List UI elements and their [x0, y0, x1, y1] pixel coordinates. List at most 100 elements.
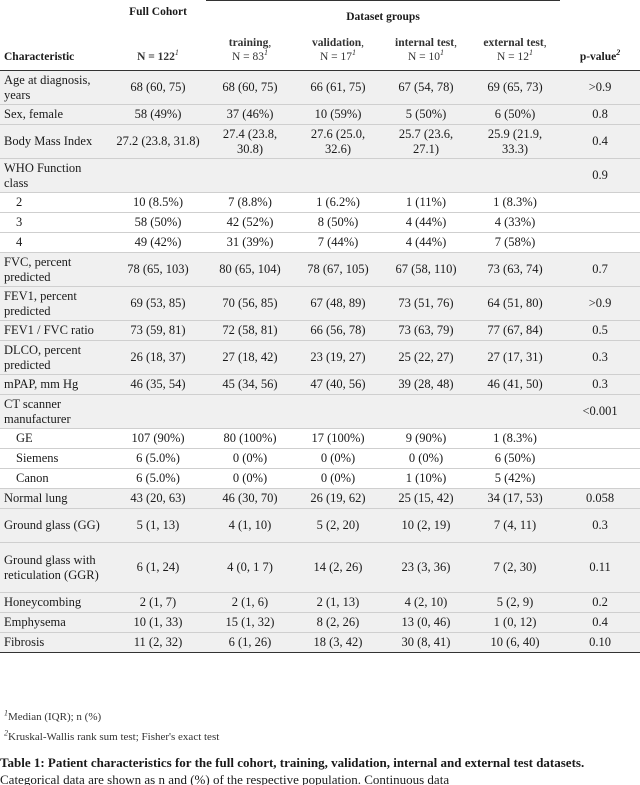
row-value: 23 (3, 36): [401, 560, 451, 575]
row-value: 39 (28, 48): [398, 377, 454, 392]
header-col-validation: validation, N = 171: [294, 30, 382, 71]
row-characteristic: 4: [16, 235, 23, 250]
row-value: 7 (2, 30): [493, 560, 537, 575]
row-pvalue: 0.3: [592, 518, 608, 533]
row-value: 25.7 (23.6, 27.1): [398, 127, 454, 156]
table-row: FEV1, percent predicted 69 (53, 85) 70 (56…: [0, 286, 640, 321]
row-value: 13 (0, 46): [401, 615, 451, 630]
row-value: [294, 395, 382, 429]
row-value: 66 (61, 75): [310, 80, 366, 95]
row-characteristic: Age at diagnosis, years: [4, 73, 91, 102]
row-value: 1 (0, 12): [493, 615, 537, 630]
row-value: [206, 159, 294, 193]
table-row: GE 107 (90%) 80 (100%) 17 (100%) 9 (90%) 1 (8…: [0, 429, 640, 449]
row-characteristic: mPAP, mm Hg: [4, 377, 79, 392]
row-value: 7 (58%): [494, 235, 536, 250]
row-value: 67 (48, 89): [310, 296, 366, 311]
header-empty-p: [560, 1, 640, 31]
row-pvalue: [560, 469, 640, 489]
row-value: 7 (8.8%): [228, 195, 272, 210]
row-value: 46 (35, 54): [130, 377, 186, 392]
table-row: Emphysema 10 (1, 33) 15 (1, 32) 8 (2, 26) 13…: [0, 612, 640, 633]
header-dataset-groups: Dataset groups: [206, 0, 561, 31]
table-row: Body Mass Index 27.2 (23.8, 31.8) 27.4 (23…: [0, 124, 640, 159]
row-value: [110, 395, 206, 429]
table-row: FVC, percent predicted 78 (65, 103) 80 (65…: [0, 252, 640, 287]
row-pvalue: <0.001: [582, 404, 618, 419]
row-value: 2 (1, 6): [231, 595, 269, 610]
row-characteristic: 3: [16, 215, 23, 230]
row-value: 4 (1, 10): [228, 518, 272, 533]
row-characteristic: Normal lung: [4, 491, 68, 506]
row-value: 49 (42%): [134, 235, 182, 250]
row-value: 42 (52%): [226, 215, 274, 230]
row-pvalue: 0.9: [592, 168, 608, 183]
row-value: 7 (4, 11): [493, 518, 537, 533]
row-value: 17 (100%): [311, 431, 365, 446]
row-value: 4 (33%): [494, 215, 536, 230]
table-row: Fibrosis 11 (2, 32) 6 (1, 26) 18 (3, 42) 30 …: [0, 632, 640, 653]
row-value: 37 (46%): [226, 107, 274, 122]
table-row: Normal lung 43 (20, 63) 46 (30, 70) 26 (19,…: [0, 488, 640, 509]
row-value: 0 (0%): [320, 451, 356, 466]
table-row: 2 10 (8.5%) 7 (8.8%) 1 (6.2%) 1 (11%) 1 (8.3%…: [0, 193, 640, 213]
row-value: 47 (40, 56): [310, 377, 366, 392]
row-value: 67 (54, 78): [398, 80, 454, 95]
table-row: mPAP, mm Hg 46 (35, 54) 45 (34, 56) 47 (40,…: [0, 374, 640, 395]
row-characteristic: FVC, percent predicted: [4, 255, 72, 284]
table-row: DLCO, percent predicted 26 (18, 37) 27 (18…: [0, 340, 640, 375]
row-pvalue: [560, 193, 640, 213]
row-value: 4 (2, 10): [404, 595, 448, 610]
row-pvalue: 0.4: [592, 134, 608, 149]
row-characteristic: Siemens: [16, 451, 59, 466]
row-value: 31 (39%): [226, 235, 274, 250]
row-pvalue: [560, 213, 640, 233]
row-value: 7 (44%): [317, 235, 359, 250]
row-value: 69 (53, 85): [130, 296, 186, 311]
row-value: 43 (20, 63): [130, 491, 186, 506]
row-value: 107 (90%): [131, 431, 185, 446]
row-value: 73 (63, 74): [487, 262, 543, 277]
table-row: Age at diagnosis, years 68 (60, 75) 68 (60…: [0, 70, 640, 105]
row-value: 25.9 (21.9, 33.3): [487, 127, 543, 156]
row-value: 26 (19, 62): [310, 491, 366, 506]
row-characteristic: WHO Function class: [4, 161, 82, 190]
patient-characteristics-table: Full Cohort Dataset groups Characteristi…: [0, 0, 640, 653]
row-value: 69 (65, 73): [487, 80, 543, 95]
row-value: 27.2 (23.8, 31.8): [116, 134, 200, 149]
row-value: 8 (2, 26): [316, 615, 360, 630]
row-value: 5 (2, 9): [496, 595, 534, 610]
footnote-1: 1Median (IQR); n (%): [4, 708, 102, 723]
row-pvalue: 0.058: [585, 491, 615, 506]
row-value: 2 (1, 7): [139, 595, 177, 610]
row-value: 30 (8, 41): [401, 635, 451, 650]
header-col-external-test: external test, N = 121: [470, 30, 561, 71]
table-row: Honeycombing 2 (1, 7) 2 (1, 6) 2 (1, 13) 4 (…: [0, 592, 640, 613]
row-characteristic: Emphysema: [4, 615, 66, 630]
row-characteristic: 2: [16, 195, 23, 210]
row-value: [470, 395, 560, 429]
row-pvalue: 0.8: [592, 107, 608, 122]
row-pvalue: 0.3: [592, 377, 608, 392]
row-pvalue: >0.9: [588, 296, 612, 311]
row-value: 66 (56, 78): [310, 323, 366, 338]
row-value: 1 (8.3%): [493, 431, 537, 446]
row-value: 23 (19, 27): [310, 350, 366, 365]
row-value: [206, 395, 294, 429]
table-row: 4 49 (42%) 31 (39%) 7 (44%) 4 (44%) 7 (58%): [0, 233, 640, 253]
row-value: 15 (1, 32): [225, 615, 275, 630]
table-row: CT scanner manufacturer <0.001: [0, 394, 640, 429]
row-pvalue: 0.3: [592, 350, 608, 365]
row-value: 2 (1, 13): [316, 595, 360, 610]
row-value: 73 (59, 81): [130, 323, 186, 338]
row-value: 73 (51, 76): [398, 296, 454, 311]
row-pvalue: 0.5: [592, 323, 608, 338]
row-value: [294, 159, 382, 193]
row-value: 78 (67, 105): [307, 262, 369, 277]
row-value: 10 (1, 33): [133, 615, 183, 630]
row-value: 1 (11%): [405, 195, 447, 210]
row-value: 14 (2, 26): [313, 560, 363, 575]
row-value: 67 (58, 110): [395, 262, 457, 277]
row-value: 78 (65, 103): [127, 262, 189, 277]
row-value: 77 (67, 84): [487, 323, 543, 338]
